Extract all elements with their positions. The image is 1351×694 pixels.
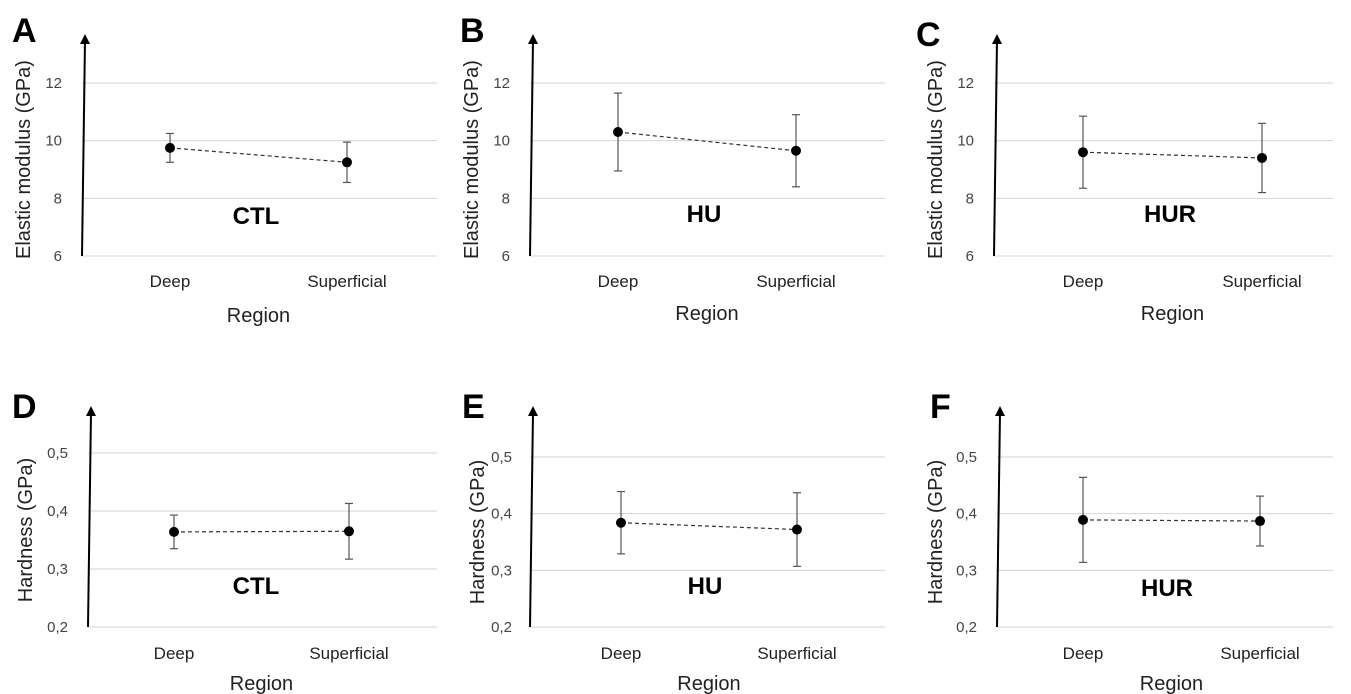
x-axis-title: Region [227, 305, 290, 327]
data-point [169, 526, 179, 537]
panel-c: 6 8 10 12 Deep Superficial C HUR Region Elastic m… [916, 16, 1333, 325]
panel-letter: C [916, 16, 941, 54]
y-tick-label: 0,5 [47, 445, 68, 462]
y-tick-label: 0,3 [956, 562, 977, 579]
data-point [792, 524, 802, 535]
x-tick-label: Superficial [756, 272, 835, 291]
y-tick-label: 0,5 [491, 449, 512, 466]
y-tick-label: 10 [957, 133, 974, 150]
panel-letter: A [12, 12, 37, 50]
y-tick-label: 10 [493, 133, 510, 150]
y-tick-label: 0,2 [491, 619, 512, 636]
y-axis-title: Elastic modulus (GPa) [13, 60, 35, 259]
connector-line [1082, 519, 1261, 522]
group-label: HU [688, 573, 723, 600]
group-label: CTL [233, 573, 280, 600]
panel-letter: F [930, 388, 951, 426]
data-point [613, 127, 623, 138]
connector-line [169, 147, 348, 163]
x-tick-label: Superficial [309, 644, 388, 663]
x-tick-label: Deep [598, 272, 639, 291]
x-axis-title: Region [1140, 673, 1203, 694]
y-tick-label: 8 [966, 190, 974, 207]
data-point [616, 517, 626, 528]
x-tick-label: Superficial [757, 644, 836, 663]
y-axis-title: Elastic modulus (GPa) [925, 60, 947, 259]
panel-a: 6 8 10 12 Deep Superficial A CTL Region Elastic m… [12, 12, 437, 327]
y-tick-label: 0,3 [47, 561, 68, 578]
panel-f: 0,2 0,3 0,4 0,5 Deep Superficial F HUR Region Har… [925, 388, 1333, 694]
y-tick-label: 0,4 [491, 506, 512, 523]
x-tick-label: Deep [1063, 272, 1104, 291]
group-label: CTL [233, 203, 280, 230]
y-axis-arrow-icon [995, 406, 1005, 416]
connector-line [617, 131, 797, 152]
y-axis-arrow-icon [86, 406, 96, 416]
data-point [791, 145, 801, 156]
y-axis [529, 39, 534, 257]
group-label: HUR [1144, 201, 1196, 228]
y-tick-label: 8 [54, 190, 62, 207]
y-axis-title: Hardness (GPa) [925, 460, 947, 605]
y-axis [529, 411, 534, 628]
y-tick-label: 0,5 [956, 449, 977, 466]
y-tick-label: 0,2 [47, 619, 68, 636]
y-axis-title: Elastic modulus (GPa) [461, 60, 483, 259]
connector-line [620, 522, 798, 531]
y-tick-label: 6 [54, 248, 62, 265]
y-tick-label: 8 [502, 190, 510, 207]
y-tick-label: 12 [493, 75, 510, 92]
group-label: HUR [1141, 575, 1193, 602]
x-tick-label: Superficial [1220, 644, 1299, 663]
y-axis [993, 39, 998, 257]
x-tick-label: Deep [154, 644, 195, 663]
x-tick-label: Superficial [1222, 272, 1301, 291]
data-point [1078, 514, 1088, 525]
data-point [342, 157, 352, 168]
y-axis-arrow-icon [992, 34, 1002, 44]
data-point [1257, 152, 1267, 163]
x-tick-label: Deep [1063, 644, 1104, 663]
x-axis-title: Region [675, 303, 738, 325]
panel-letter: B [460, 12, 485, 50]
y-axis-arrow-icon [528, 34, 538, 44]
x-tick-label: Deep [601, 644, 642, 663]
data-point [1255, 516, 1265, 527]
y-tick-label: 0,4 [956, 506, 977, 523]
data-point [344, 526, 354, 537]
y-tick-label: 12 [957, 75, 974, 92]
y-tick-label: 10 [45, 133, 62, 150]
y-axis [996, 411, 1001, 628]
x-axis-title: Region [230, 673, 293, 694]
x-tick-label: Deep [150, 272, 191, 291]
panel-d: 0,2 0,3 0,4 0,5 Deep Superficial D CTL Region Har… [12, 388, 437, 694]
connector-line [173, 530, 350, 533]
y-axis-title: Hardness (GPa) [467, 460, 489, 605]
y-tick-label: 6 [502, 248, 510, 265]
y-axis-arrow-icon [80, 34, 90, 44]
panel-b: 6 8 10 12 Deep Superficial B HU Region Elastic mo… [460, 12, 885, 325]
y-axis-title: Hardness (GPa) [15, 458, 37, 603]
y-tick-label: 0,3 [491, 562, 512, 579]
x-tick-label: Superficial [307, 272, 386, 291]
panel-letter: D [12, 388, 37, 426]
x-axis-title: Region [1141, 303, 1204, 325]
x-axis-title: Region [677, 673, 740, 694]
y-tick-label: 6 [966, 248, 974, 265]
y-tick-label: 0,2 [956, 619, 977, 636]
y-tick-label: 0,4 [47, 503, 68, 520]
y-axis [81, 39, 86, 257]
panel-e: 0,2 0,3 0,4 0,5 Deep Superficial E HU Region Hard… [462, 388, 885, 694]
y-axis-arrow-icon [528, 406, 538, 416]
connector-line [1082, 151, 1263, 159]
group-label: HU [687, 201, 722, 228]
y-tick-label: 12 [45, 75, 62, 92]
data-point [165, 142, 175, 153]
data-point [1078, 147, 1088, 158]
y-axis [87, 411, 92, 628]
panel-letter: E [462, 388, 485, 426]
